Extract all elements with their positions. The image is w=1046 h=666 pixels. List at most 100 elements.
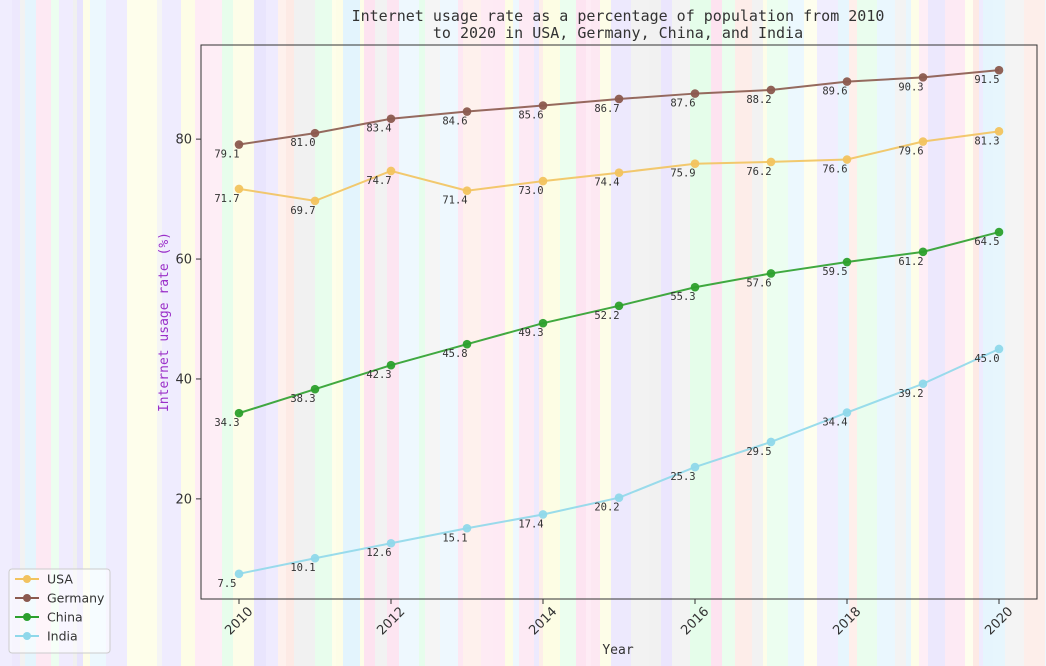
data-label-germany: 79.1: [214, 149, 239, 161]
data-label-india: 25.3: [670, 471, 695, 483]
data-label-india: 39.2: [898, 388, 923, 400]
data-label-india: 20.2: [594, 502, 619, 514]
data-point-india: [386, 538, 396, 548]
data-point-germany: [842, 77, 852, 86]
legend-box: [8, 568, 111, 654]
data-label-china: 34.3: [214, 417, 239, 429]
data-point-usa: [310, 196, 320, 206]
data-point-usa: [766, 157, 776, 167]
data-label-germany: 81.0: [290, 137, 315, 149]
data-label-usa: 81.3: [974, 135, 999, 147]
legend-label-china: China: [47, 610, 83, 625]
data-point-usa: [234, 184, 244, 194]
data-point-usa: [690, 159, 700, 169]
data-point-china: [766, 269, 776, 278]
data-label-india: 45.0: [974, 353, 999, 365]
data-label-germany: 90.3: [898, 81, 923, 93]
data-point-usa: [614, 168, 624, 178]
data-point-india: [690, 462, 700, 472]
data-label-germany: 84.6: [442, 116, 467, 128]
data-point-china: [690, 282, 700, 292]
data-point-usa: [538, 176, 548, 186]
data-label-usa: 69.7: [290, 205, 315, 217]
data-point-germany: [994, 65, 1004, 75]
data-point-china: [614, 301, 624, 311]
data-point-india: [918, 379, 928, 389]
data-label-china: 45.8: [442, 348, 467, 360]
data-label-usa: 75.9: [670, 168, 695, 180]
data-label-germany: 85.6: [518, 110, 543, 122]
data-point-india: [234, 569, 244, 579]
data-label-india: 12.6: [366, 547, 391, 559]
data-label-china: 57.6: [746, 277, 771, 289]
data-point-germany: [690, 89, 700, 98]
data-point-china: [234, 408, 244, 418]
legend-label-india: India: [47, 629, 78, 644]
data-point-india: [766, 437, 776, 447]
data-point-india: [842, 408, 852, 417]
data-label-germany: 86.7: [594, 103, 619, 115]
data-label-germany: 89.6: [822, 86, 847, 98]
chart-title-line-1: Internet usage rate as a percentage of p…: [352, 7, 885, 25]
data-label-india: 29.5: [746, 446, 771, 458]
data-label-india: 10.1: [290, 562, 315, 574]
legend-marker-india: [23, 632, 31, 640]
data-point-germany: [234, 140, 244, 149]
data-label-usa: 73.0: [518, 185, 543, 197]
data-point-india: [310, 553, 320, 563]
y-tick-label: 60: [175, 253, 192, 268]
data-label-germany: 91.5: [974, 74, 999, 86]
legend-marker-germany: [23, 594, 31, 602]
data-point-china: [462, 339, 472, 349]
data-point-china: [310, 384, 320, 394]
data-label-usa: 71.7: [214, 193, 239, 205]
data-label-india: 17.4: [518, 518, 543, 530]
y-tick-label: 80: [175, 133, 192, 148]
data-point-germany: [538, 101, 548, 110]
legend-marker-china: [23, 613, 31, 621]
data-label-germany: 87.6: [670, 98, 695, 110]
y-tick-label: 20: [175, 492, 192, 507]
y-axis-label: Internet usage rate (%): [157, 232, 172, 412]
legend: USA Germany China India: [8, 568, 111, 654]
data-point-usa: [994, 127, 1004, 136]
data-point-germany: [766, 85, 776, 95]
data-label-usa: 74.4: [594, 177, 619, 189]
data-point-china: [842, 257, 852, 267]
y-tick-label: 40: [175, 372, 192, 387]
data-point-usa: [842, 155, 852, 164]
data-point-usa: [386, 166, 396, 176]
data-label-germany: 88.2: [746, 94, 771, 106]
data-point-germany: [918, 73, 928, 82]
data-point-china: [994, 227, 1004, 237]
data-label-india: 15.1: [442, 532, 467, 544]
data-point-germany: [614, 94, 624, 104]
data-label-china: 49.3: [518, 327, 543, 339]
data-point-china: [918, 247, 928, 257]
data-label-china: 52.2: [594, 310, 619, 322]
data-point-india: [462, 523, 472, 533]
data-label-india: 7.5: [218, 578, 237, 590]
data-label-usa: 79.6: [898, 146, 923, 158]
data-point-china: [538, 318, 548, 328]
data-point-germany: [462, 107, 472, 116]
data-point-india: [538, 510, 548, 519]
data-point-usa: [918, 137, 928, 146]
data-label-china: 38.3: [290, 393, 315, 405]
data-point-germany: [386, 114, 396, 124]
data-point-usa: [462, 186, 472, 195]
plot-area-frame: [200, 44, 1038, 600]
data-point-india: [614, 493, 624, 502]
data-label-usa: 71.4: [442, 195, 467, 207]
data-point-germany: [310, 128, 320, 138]
legend-label-usa: USA: [47, 572, 73, 587]
data-label-china: 59.5: [822, 266, 847, 278]
data-point-india: [994, 344, 1004, 354]
chart-title-line-2: to 2020 in USA, Germany, China, and Indi…: [433, 24, 803, 42]
data-label-usa: 76.6: [822, 164, 847, 176]
data-label-china: 55.3: [670, 291, 695, 303]
data-label-usa: 76.2: [746, 166, 771, 178]
